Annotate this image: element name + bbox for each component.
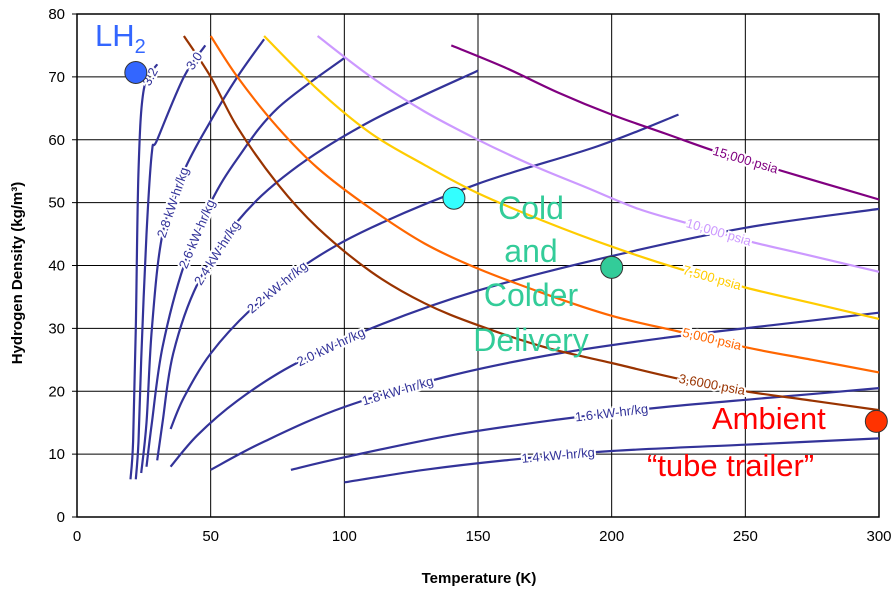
point-ambient-tube-trailer <box>864 409 888 433</box>
pressure-label-3-6000-psia: 3,6000 psia <box>678 371 748 398</box>
series-labels: 3.23.02.8 kW-hr/kg2.6 kW-hr/kg2.4 kW-hr/… <box>137 47 782 468</box>
pressure-line-5-000-psia <box>209 35 880 374</box>
x-tick-label: 50 <box>202 528 219 545</box>
x-tick-label: 150 <box>465 528 490 545</box>
x-tick-label: 0 <box>73 528 81 545</box>
annotation-delivery-line: Delivery <box>473 322 589 358</box>
energy-line-2-2-kw-hr-kg <box>169 113 679 430</box>
annotation-colder-line: Colder <box>484 277 579 313</box>
x-tick-label: 250 <box>733 528 758 545</box>
y-tick-label: 0 <box>57 509 65 526</box>
pressure-label-7-500-psia: 7,500 psia <box>681 262 744 293</box>
pressure-label-15-000-psia: 15,000 psia <box>711 143 780 177</box>
annotation-ambient-line2: “tube trailer” <box>647 448 814 483</box>
energy-line-1-6-kw-hr-kg <box>290 387 880 471</box>
y-tick-label: 30 <box>48 320 65 337</box>
series-lines <box>129 35 880 484</box>
annotation-and-line: and <box>504 233 557 269</box>
x-tick-label: 100 <box>332 528 357 545</box>
y-tick-label: 70 <box>48 69 65 86</box>
y-tick-label: 10 <box>48 446 65 463</box>
annotation-cold-line: Cold <box>498 190 564 226</box>
pressure-line-7-500-psia <box>263 35 880 320</box>
pressure-line-3-6000-psia <box>182 35 880 412</box>
point-cold-and-colder-delivery-cold <box>442 186 466 210</box>
pressure-line-15-000-psia <box>450 44 880 201</box>
energy-line-2-6-kw-hr-kg <box>145 57 345 467</box>
energy-line-1-4-kw-hr-kg <box>344 437 880 484</box>
y-tick-label: 20 <box>48 383 65 400</box>
x-tick-label: 300 <box>866 528 891 545</box>
annotation-ambient: Ambient “tube trailer” <box>647 401 826 483</box>
energy-line-2-0-kw-hr-kg <box>169 207 880 468</box>
axis-ticks: 0 50 100 150 200 250 300 0 10 20 30 40 50 60 70 80 <box>48 6 891 545</box>
marker-points <box>124 60 888 433</box>
annotation-ambient-line1: Ambient <box>712 401 826 436</box>
energy-line-3-0 <box>134 44 207 480</box>
pressure-line-10-000-psia <box>316 35 880 273</box>
x-axis-label: Temperature (K) <box>422 570 537 587</box>
grid-lines <box>72 13 880 518</box>
point-lh2 <box>124 60 148 84</box>
energy-line-1-8-kw-hr-kg <box>210 311 880 471</box>
pressure-label-10-000-psia: 10,000 psia <box>684 215 753 249</box>
y-tick-label: 50 <box>48 195 65 212</box>
energy-label-3-0: 3.0 <box>183 49 206 72</box>
annotation-lh2: LH2 <box>95 18 146 58</box>
energy-line-2-4-kw-hr-kg <box>156 69 479 461</box>
y-tick-label: 80 <box>48 6 65 23</box>
energy-line-2-8-kw-hr-kg <box>140 38 265 474</box>
energy-label-2-2-kw-hr-kg: 2.2 kW-hr/kg <box>244 258 310 316</box>
point-cold-and-colder-delivery-colder <box>600 255 624 279</box>
annotation-cold-and-colder-delivery: Cold and Colder Delivery <box>473 190 589 358</box>
energy-label-1-4-kw-hr-kg: 1.4 kW-hr/kg <box>521 445 595 466</box>
y-axis-label: Hydrogen Density (kg/m³) <box>9 182 26 365</box>
energy-label-2-0-kw-hr-kg: 2.0 kW-hr/kg <box>294 324 367 369</box>
energy-label-1-8-kw-hr-kg: 1.8 kW-hr/kg <box>360 373 435 408</box>
x-tick-label: 200 <box>599 528 624 545</box>
energy-line-3-2 <box>129 63 159 480</box>
y-tick-label: 60 <box>48 132 65 149</box>
y-tick-label: 40 <box>48 258 65 275</box>
